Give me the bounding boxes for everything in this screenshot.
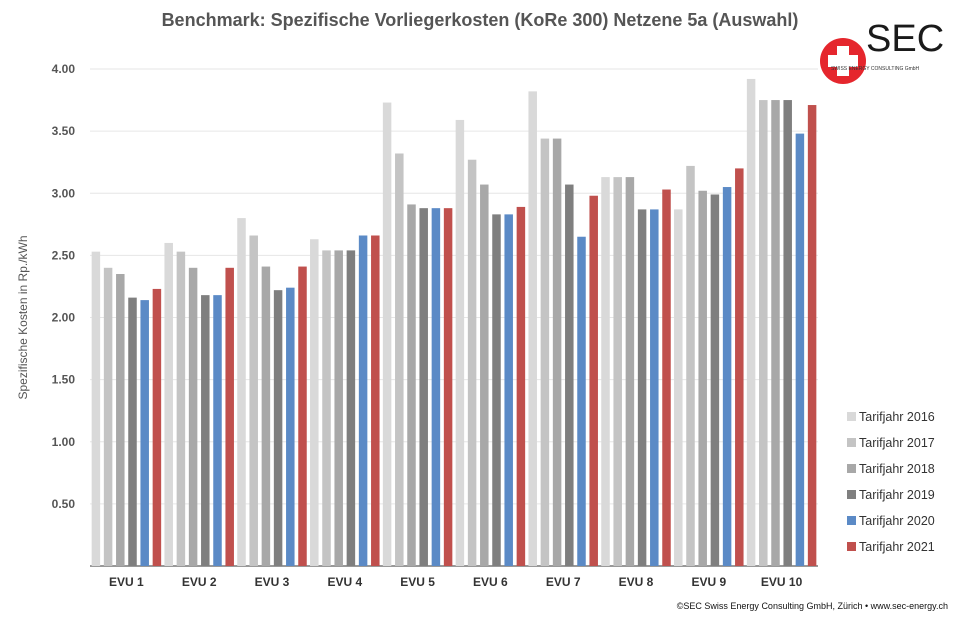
bar bbox=[91, 251, 101, 566]
bar bbox=[795, 133, 805, 567]
bar bbox=[164, 242, 173, 566]
y-axis-label: Spezifische Kosten in Rp./kWh bbox=[16, 235, 30, 399]
x-tick-label: EVU 9 bbox=[691, 575, 726, 589]
bar bbox=[540, 138, 550, 566]
bar bbox=[759, 100, 768, 566]
bar bbox=[176, 251, 186, 566]
bar bbox=[783, 100, 792, 566]
y-tick-label: 1.00 bbox=[52, 435, 76, 449]
bar bbox=[116, 274, 125, 566]
bar bbox=[334, 250, 343, 566]
x-tick-label: EVU 3 bbox=[255, 575, 290, 589]
legend-entry: Tarifjahr 2019 bbox=[859, 488, 935, 502]
bar bbox=[771, 100, 780, 566]
bar bbox=[298, 266, 307, 566]
x-tick-label: EVU 6 bbox=[473, 575, 508, 589]
bar bbox=[662, 189, 671, 566]
legend-entry: Tarifjahr 2021 bbox=[859, 540, 935, 554]
logo-subtext: SWISS ENERGY CONSULTING GmbH bbox=[831, 66, 920, 72]
bar bbox=[746, 78, 756, 566]
legend-swatch bbox=[847, 542, 856, 551]
y-tick-label: 1.50 bbox=[52, 373, 76, 387]
bar bbox=[286, 287, 295, 566]
bar bbox=[577, 236, 586, 567]
bar bbox=[419, 208, 428, 566]
bar bbox=[140, 300, 149, 566]
legend-entry: Tarifjahr 2018 bbox=[859, 462, 935, 476]
x-tick-label: EVU 5 bbox=[400, 575, 435, 589]
y-tick-label: 0.50 bbox=[52, 497, 76, 511]
copyright-footer: ©SEC Swiss Energy Consulting GmbH, Züric… bbox=[676, 601, 948, 611]
bar bbox=[443, 208, 453, 566]
bar bbox=[225, 267, 234, 566]
bar bbox=[407, 204, 416, 566]
legend-swatch bbox=[847, 516, 856, 525]
legend-swatch bbox=[847, 464, 856, 473]
bar bbox=[516, 206, 526, 567]
bar bbox=[698, 190, 707, 566]
bar bbox=[492, 214, 501, 566]
bar bbox=[201, 295, 210, 566]
legend-entry: Tarifjahr 2020 bbox=[859, 514, 935, 528]
bar bbox=[637, 209, 647, 566]
bar bbox=[613, 177, 622, 566]
x-tick-label: EVU 2 bbox=[182, 575, 217, 589]
bar bbox=[686, 165, 695, 567]
bar bbox=[807, 105, 817, 566]
bar bbox=[395, 153, 404, 567]
bar bbox=[467, 159, 477, 566]
bar bbox=[504, 214, 513, 566]
bar bbox=[589, 195, 598, 567]
legend-entry: Tarifjahr 2016 bbox=[859, 410, 935, 424]
y-tick-label: 3.50 bbox=[52, 124, 76, 138]
bar bbox=[237, 218, 246, 566]
bar bbox=[358, 235, 368, 566]
bar bbox=[346, 250, 356, 566]
legend-entry: Tarifjahr 2017 bbox=[859, 436, 935, 450]
bar bbox=[152, 288, 162, 566]
bar bbox=[128, 297, 137, 566]
bar bbox=[188, 267, 198, 566]
bar bbox=[480, 184, 489, 567]
bar bbox=[431, 208, 441, 566]
bar bbox=[371, 235, 380, 566]
logo-text: SEC bbox=[866, 18, 945, 60]
chart-title: Benchmark: Spezifische Vorliegerkosten (… bbox=[161, 10, 799, 30]
bar bbox=[722, 187, 732, 566]
y-tick-label: 3.00 bbox=[52, 186, 76, 200]
bar bbox=[310, 239, 319, 566]
bar bbox=[674, 209, 683, 566]
bar bbox=[249, 235, 258, 566]
x-tick-label: EVU 8 bbox=[619, 575, 654, 589]
bar bbox=[261, 266, 271, 566]
bar bbox=[322, 250, 331, 566]
legend-swatch bbox=[847, 438, 856, 447]
x-tick-label: EVU 4 bbox=[327, 575, 362, 589]
bar bbox=[382, 102, 392, 567]
bar bbox=[528, 91, 537, 567]
x-tick-label: EVU 10 bbox=[761, 575, 803, 589]
bar bbox=[601, 177, 610, 566]
y-tick-label: 4.00 bbox=[52, 62, 76, 76]
bar bbox=[735, 168, 744, 566]
bar bbox=[552, 138, 562, 566]
y-tick-label: 2.50 bbox=[52, 248, 76, 262]
swiss-cross-icon bbox=[820, 38, 866, 84]
bar bbox=[273, 290, 283, 566]
legend-swatch bbox=[847, 490, 856, 499]
bar bbox=[455, 119, 465, 566]
bar bbox=[565, 184, 574, 567]
bar bbox=[650, 209, 659, 566]
bar bbox=[710, 194, 720, 566]
x-tick-label: EVU 1 bbox=[109, 575, 144, 589]
bar bbox=[103, 267, 113, 566]
bar bbox=[625, 177, 635, 566]
legend-swatch bbox=[847, 412, 856, 421]
sec-logo: SEC SWISS ENERGY CONSULTING GmbH bbox=[818, 18, 948, 90]
bar bbox=[213, 295, 222, 566]
y-tick-label: 2.00 bbox=[52, 311, 76, 325]
x-tick-label: EVU 7 bbox=[546, 575, 581, 589]
